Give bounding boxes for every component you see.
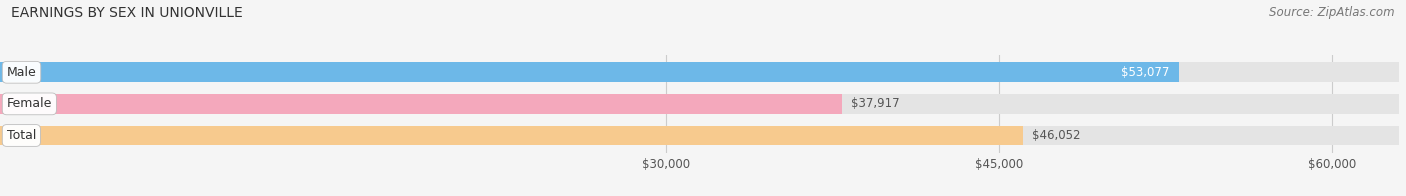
Text: $53,077: $53,077 xyxy=(1122,66,1170,79)
Bar xyxy=(0,126,1022,145)
Text: Total: Total xyxy=(7,129,37,142)
Bar xyxy=(0,94,842,114)
Text: Male: Male xyxy=(7,66,37,79)
Text: $46,052: $46,052 xyxy=(1032,129,1080,142)
Text: Source: ZipAtlas.com: Source: ZipAtlas.com xyxy=(1270,6,1395,19)
Bar xyxy=(0,63,1399,82)
Text: $37,917: $37,917 xyxy=(851,97,900,110)
Bar xyxy=(0,63,1178,82)
Text: Female: Female xyxy=(7,97,52,110)
Text: EARNINGS BY SEX IN UNIONVILLE: EARNINGS BY SEX IN UNIONVILLE xyxy=(11,6,243,20)
Bar xyxy=(0,94,1399,114)
Bar xyxy=(0,126,1399,145)
